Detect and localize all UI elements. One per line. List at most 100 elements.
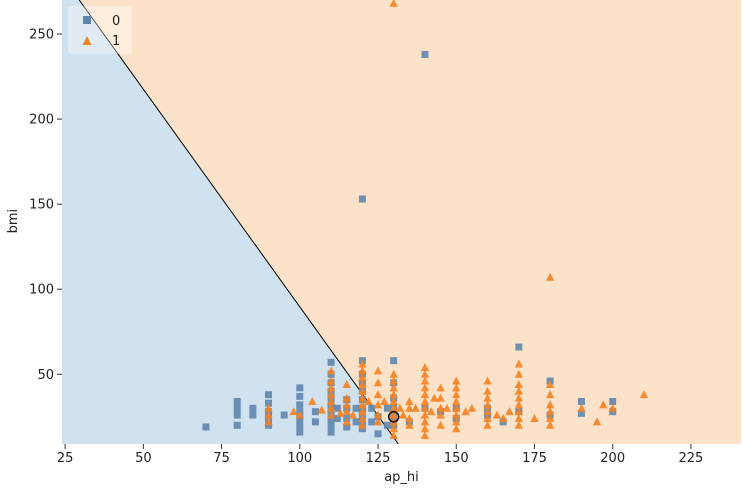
data-point-class-1: [492, 410, 502, 419]
data-points: [202, 0, 649, 439]
x-tick-label: 100: [287, 451, 312, 466]
data-point-class-1: [326, 410, 336, 419]
data-point-class-0: [233, 411, 241, 419]
data-point-class-1: [405, 403, 414, 412]
data-point-class-1: [452, 410, 461, 419]
data-point-class-0: [296, 401, 304, 409]
data-point-class-1: [442, 403, 452, 412]
data-point-class-1: [411, 403, 420, 412]
x-tick-label: 50: [135, 451, 152, 466]
data-point-class-1: [514, 386, 524, 395]
data-point-class-1: [398, 410, 408, 419]
data-point-class-1: [514, 413, 524, 422]
data-point-class-1: [389, 396, 398, 405]
data-point-class-0: [609, 397, 617, 405]
data-point-class-1: [405, 396, 414, 405]
legend-label-1: 1: [112, 34, 120, 49]
data-point-class-0: [383, 404, 391, 412]
data-point-class-0: [280, 411, 288, 419]
y-axis-label: bmi: [6, 209, 21, 234]
data-point-class-0: [327, 428, 335, 436]
data-point-class-1: [545, 379, 555, 388]
data-point-class-1: [364, 396, 373, 405]
data-point-class-1: [514, 407, 524, 416]
data-point-class-0: [296, 384, 304, 392]
data-point-class-1: [483, 407, 492, 416]
data-point-class-0: [233, 421, 241, 429]
data-point-class-0: [202, 423, 210, 431]
data-point-class-0: [421, 50, 429, 58]
data-point-class-1: [264, 410, 273, 419]
data-point-class-1: [483, 413, 492, 422]
data-point-class-1: [483, 400, 492, 409]
data-point-class-1: [342, 417, 351, 426]
data-point-class-1: [483, 420, 492, 429]
data-point-class-1: [452, 376, 461, 385]
data-point-class-1: [592, 417, 602, 426]
x-tick-label: 25: [57, 451, 74, 466]
data-point-class-0: [249, 404, 257, 412]
data-point-class-1: [461, 407, 470, 416]
data-point-class-0: [358, 195, 366, 203]
legend: 0 1: [68, 6, 132, 54]
data-point-class-1: [389, 424, 398, 433]
y-axis: 50 100 150 200 250: [29, 28, 62, 383]
y-tick-label: 250: [29, 28, 54, 43]
data-point-class-0: [233, 397, 241, 405]
data-point-class-0: [352, 404, 360, 412]
data-point-class-1: [420, 362, 430, 371]
x-tick-label: 175: [522, 451, 547, 466]
data-point-class-1: [427, 407, 436, 416]
data-point-class-1: [326, 403, 336, 412]
data-point-class-1: [467, 403, 477, 412]
data-point-class-1: [373, 378, 383, 387]
data-point-class-1: [358, 373, 367, 382]
data-point-class-1: [514, 393, 524, 402]
data-point-class-1: [358, 379, 367, 388]
data-point-class-1: [348, 410, 358, 419]
data-point-class-0: [383, 421, 391, 429]
data-point-class-1: [505, 407, 514, 416]
data-point-class-1: [326, 383, 336, 392]
data-point-class-1: [389, 403, 398, 412]
data-point-class-0: [390, 357, 398, 365]
data-point-class-1: [545, 413, 555, 422]
data-point-class-0: [327, 421, 335, 429]
data-point-class-1: [545, 400, 555, 409]
data-point-class-1: [452, 424, 461, 433]
data-point-class-1: [289, 407, 298, 416]
data-point-class-1: [380, 396, 389, 405]
data-point-class-1: [389, 390, 398, 399]
data-point-class-1: [420, 430, 430, 439]
x-tick-label: 200: [600, 451, 625, 466]
data-point-class-0: [352, 418, 360, 426]
data-point-class-1: [639, 390, 649, 399]
plot-background: [62, 0, 742, 444]
data-point-class-1: [264, 417, 273, 426]
data-point-class-1: [405, 413, 414, 422]
data-point-class-1: [342, 379, 351, 388]
x-tick-label: 125: [366, 451, 391, 466]
data-point-class-1: [452, 390, 461, 399]
x-tick-label: 75: [213, 451, 230, 466]
data-point-class-1: [358, 400, 367, 409]
data-point-class-0: [296, 421, 304, 429]
data-point-class-1: [452, 417, 461, 426]
data-point-class-1: [420, 403, 430, 412]
data-point-class-1: [264, 403, 273, 412]
data-point-class-1: [389, 383, 398, 392]
data-point-class-1: [436, 410, 445, 419]
data-point-class-0: [233, 404, 241, 412]
data-point-class-1: [358, 386, 367, 395]
data-point-class-1: [373, 400, 383, 409]
data-point-class-0: [311, 408, 319, 416]
legend-marker-0: [83, 16, 91, 24]
data-point-class-1: [420, 390, 430, 399]
data-point-class-1: [373, 417, 383, 426]
data-point-class-1: [436, 403, 445, 412]
data-point-class-1: [599, 400, 608, 409]
data-point-class-0: [368, 404, 376, 412]
legend-marker-1: [82, 36, 92, 45]
data-point-class-1: [342, 407, 351, 416]
